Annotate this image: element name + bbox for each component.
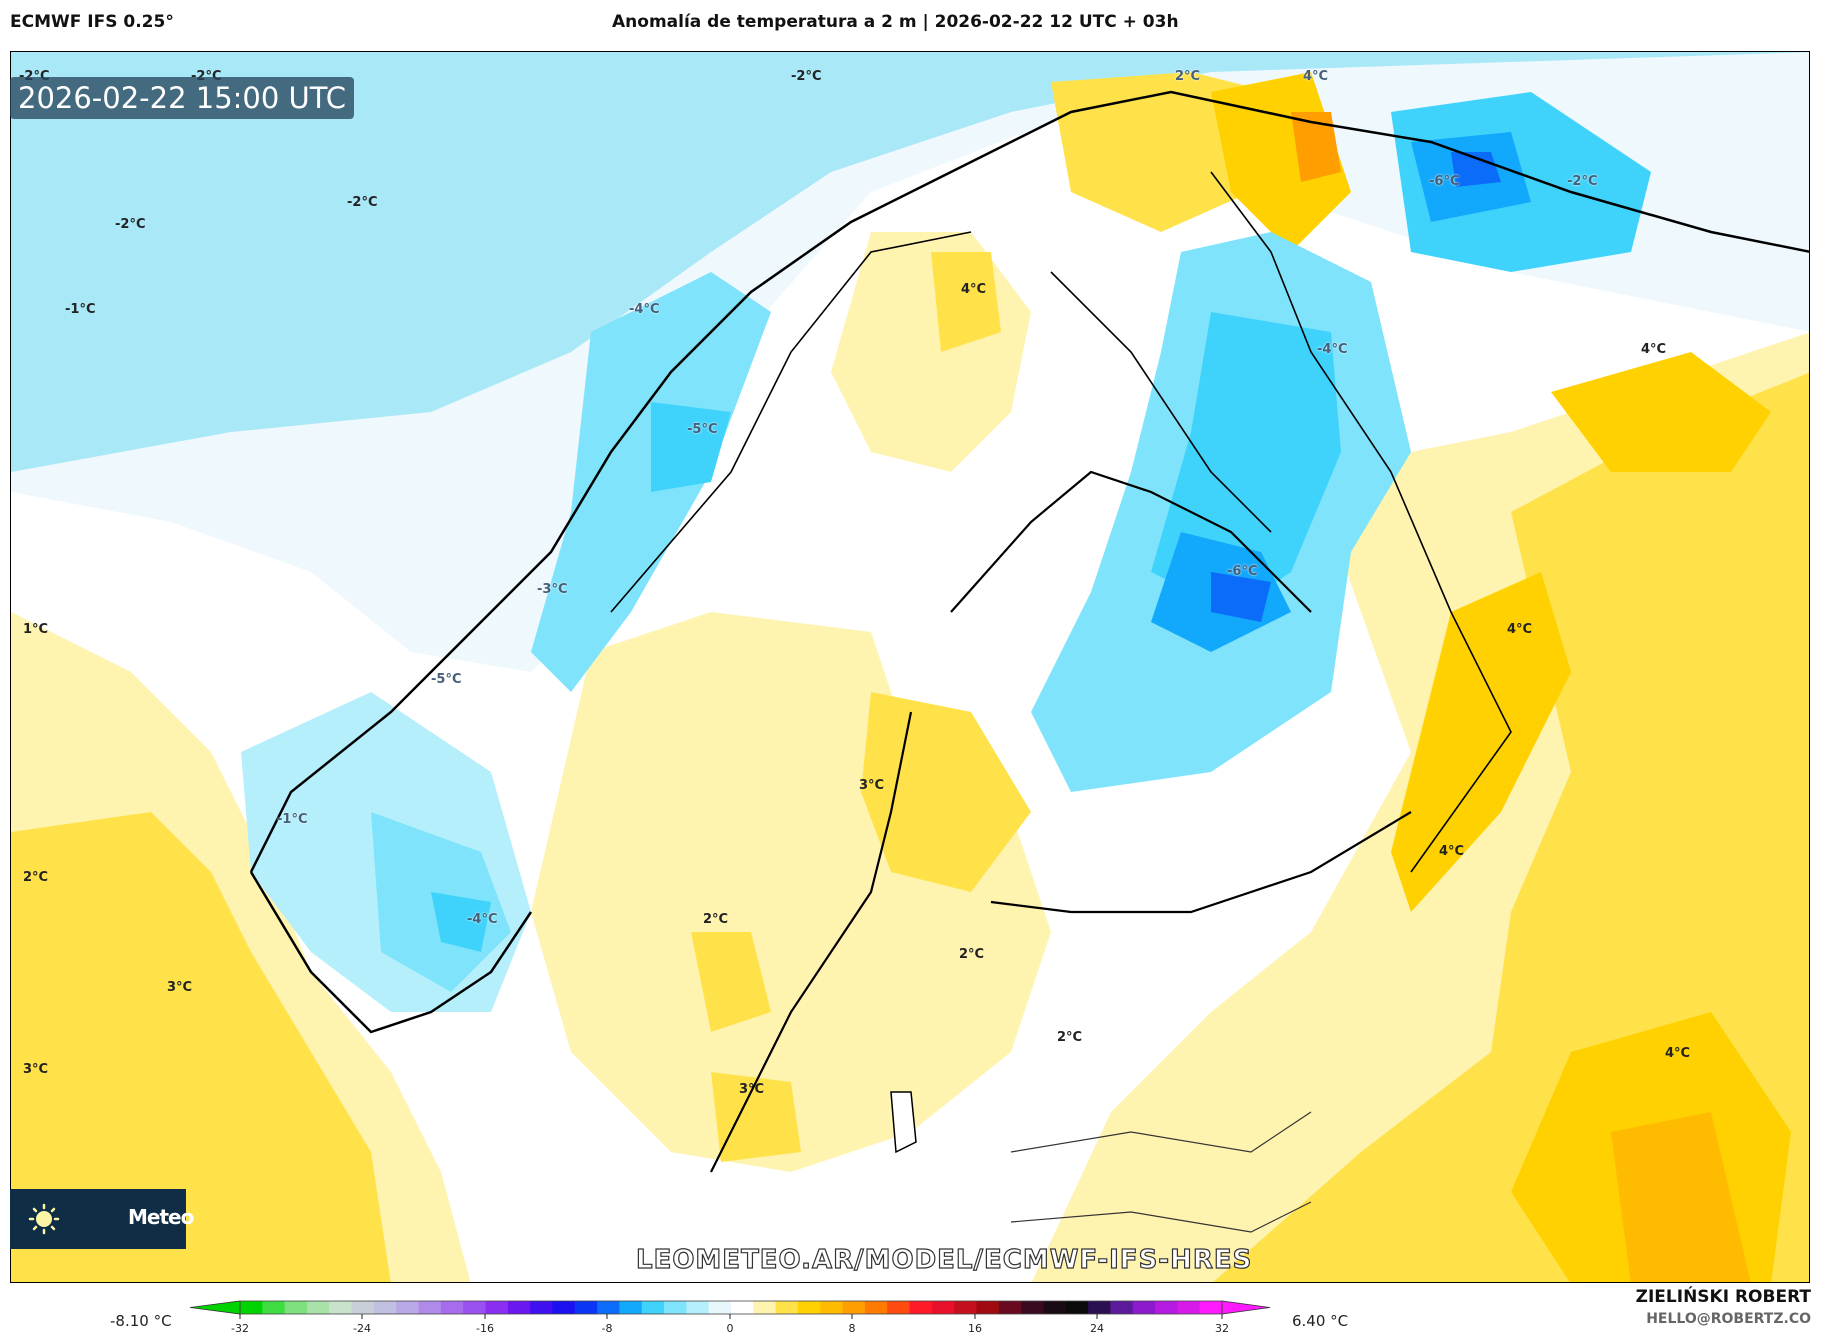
contour-label: -3°C (537, 582, 568, 597)
contour-label: -1°C (65, 302, 96, 317)
source-watermark: LEOMETEO.AR/MODEL/ECMWF-IFS-HRES (635, 1244, 1253, 1275)
colorbar-tick-label: 24 (1090, 1322, 1104, 1335)
colorbar-tick-label: 16 (968, 1322, 982, 1335)
brand-logo[interactable]: Meteo (10, 1189, 194, 1249)
sun-icon (28, 1203, 60, 1235)
contour-label: 2°C (959, 947, 985, 962)
contour-label: 2°C (1057, 1030, 1083, 1045)
contour-label: 2°C (23, 870, 49, 885)
contour-label: 3°C (859, 778, 885, 793)
contour-label: 4°C (961, 282, 987, 297)
temperature-anomaly-map[interactable]: -2°C-2°C-2°C-2°C-2°C-1°C-4°C2°C4°C-6°C-2… (10, 51, 1810, 1283)
contour-label: 2°C (1175, 69, 1201, 84)
contour-label: -2°C (115, 217, 146, 232)
colorbar (189, 1300, 1271, 1319)
colorbar-tick-label: -24 (353, 1322, 371, 1335)
colorbar-min-label: -8.10 °C (110, 1312, 172, 1330)
contour-label: -6°C (1227, 564, 1258, 579)
logo-text: Meteo (128, 1205, 194, 1229)
contour-label: -6°C (1429, 174, 1460, 189)
author-email[interactable]: HELLO@ROBERTZ.CO (1646, 1311, 1811, 1327)
colorbar-max-label: 6.40 °C (1292, 1312, 1349, 1330)
colorbar-tick-label: -32 (231, 1322, 249, 1335)
contour-label: 4°C (1303, 69, 1329, 84)
contour-label: -5°C (431, 672, 462, 687)
colorbar-tick-label: -16 (476, 1322, 494, 1335)
contour-label: -4°C (629, 302, 660, 317)
contour-label: 2°C (703, 912, 729, 927)
contour-label: -5°C (687, 422, 718, 437)
contour-label: 3°C (167, 980, 193, 995)
author-name: ZIELIŃSKI ROBERT (1635, 1287, 1811, 1307)
contour-label: -4°C (1317, 342, 1348, 357)
contour-label: 4°C (1507, 622, 1533, 637)
contour-label: 4°C (1439, 844, 1465, 859)
contour-label: -1°C (277, 812, 308, 827)
colorbar-tick-label: 0 (726, 1322, 734, 1335)
colorbar-tick-label: 32 (1215, 1322, 1229, 1335)
contour-label: -2°C (1567, 174, 1598, 189)
anomaly-field (11, 52, 1809, 1282)
colorbar-tick-label: 8 (848, 1322, 856, 1335)
contour-label: -2°C (791, 69, 822, 84)
contour-label: 4°C (1665, 1046, 1691, 1061)
contour-label: -2°C (347, 195, 378, 210)
contour-label: 1°C (23, 622, 49, 637)
contour-label: 3°C (739, 1082, 765, 1097)
contour-label: 3°C (23, 1062, 49, 1077)
contour-label: -4°C (467, 912, 498, 927)
contour-label: 4°C (1641, 342, 1667, 357)
colorbar-tick-label: -8 (601, 1322, 613, 1335)
model-name: ECMWF IFS 0.25° (10, 12, 174, 32)
valid-time-badge: 2026-02-22 15:00 UTC (10, 77, 355, 119)
chart-title: Anomalía de temperatura a 2 m | 2026-02-… (612, 12, 1179, 32)
